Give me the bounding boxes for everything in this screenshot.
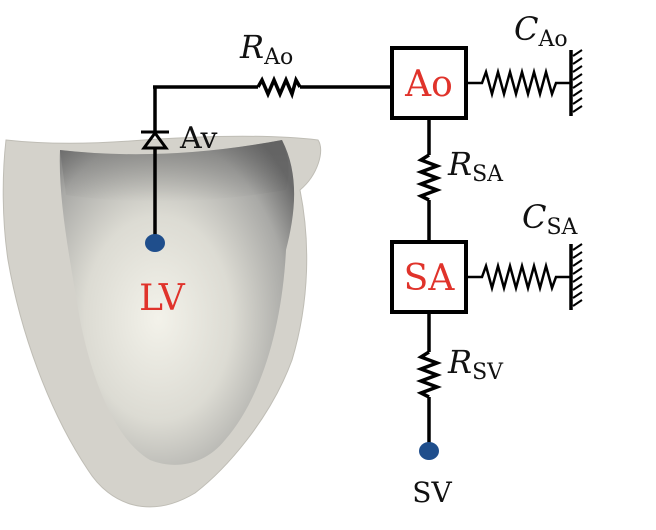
sv-node: [419, 442, 439, 460]
spring-c-ao-icon: [466, 67, 570, 99]
sa-box-label: SA: [404, 258, 456, 299]
wire-lv-ao: [153, 85, 392, 242]
label-r-sa: RSA: [447, 145, 504, 187]
wire-sa-sv: [416, 312, 442, 448]
ao-compartment-box: [390, 46, 468, 120]
sv-label: SV: [412, 476, 452, 509]
ground-c-ao-icon: [569, 49, 583, 116]
label-c-sa: CSA: [522, 198, 579, 240]
resistor-r-ao-icon: [256, 75, 302, 100]
label-c-ao: CAo: [514, 10, 568, 52]
ground-c-sa-icon: [569, 243, 583, 310]
label-av: Av: [179, 121, 217, 156]
lv-cavity: [59, 140, 295, 465]
lv-cavity-rim-shadow: [60, 140, 289, 202]
lv-node: [145, 234, 165, 252]
spring-c-sa-icon: [466, 261, 570, 293]
aortic-valve-diode-icon: [141, 130, 169, 150]
wire-ao-sa: [416, 118, 442, 242]
label-r-sv: RSV: [447, 343, 504, 385]
label-r-ao: RAo: [239, 28, 293, 70]
ao-box-label: Ao: [404, 64, 453, 105]
lv-label: LV: [139, 278, 186, 319]
